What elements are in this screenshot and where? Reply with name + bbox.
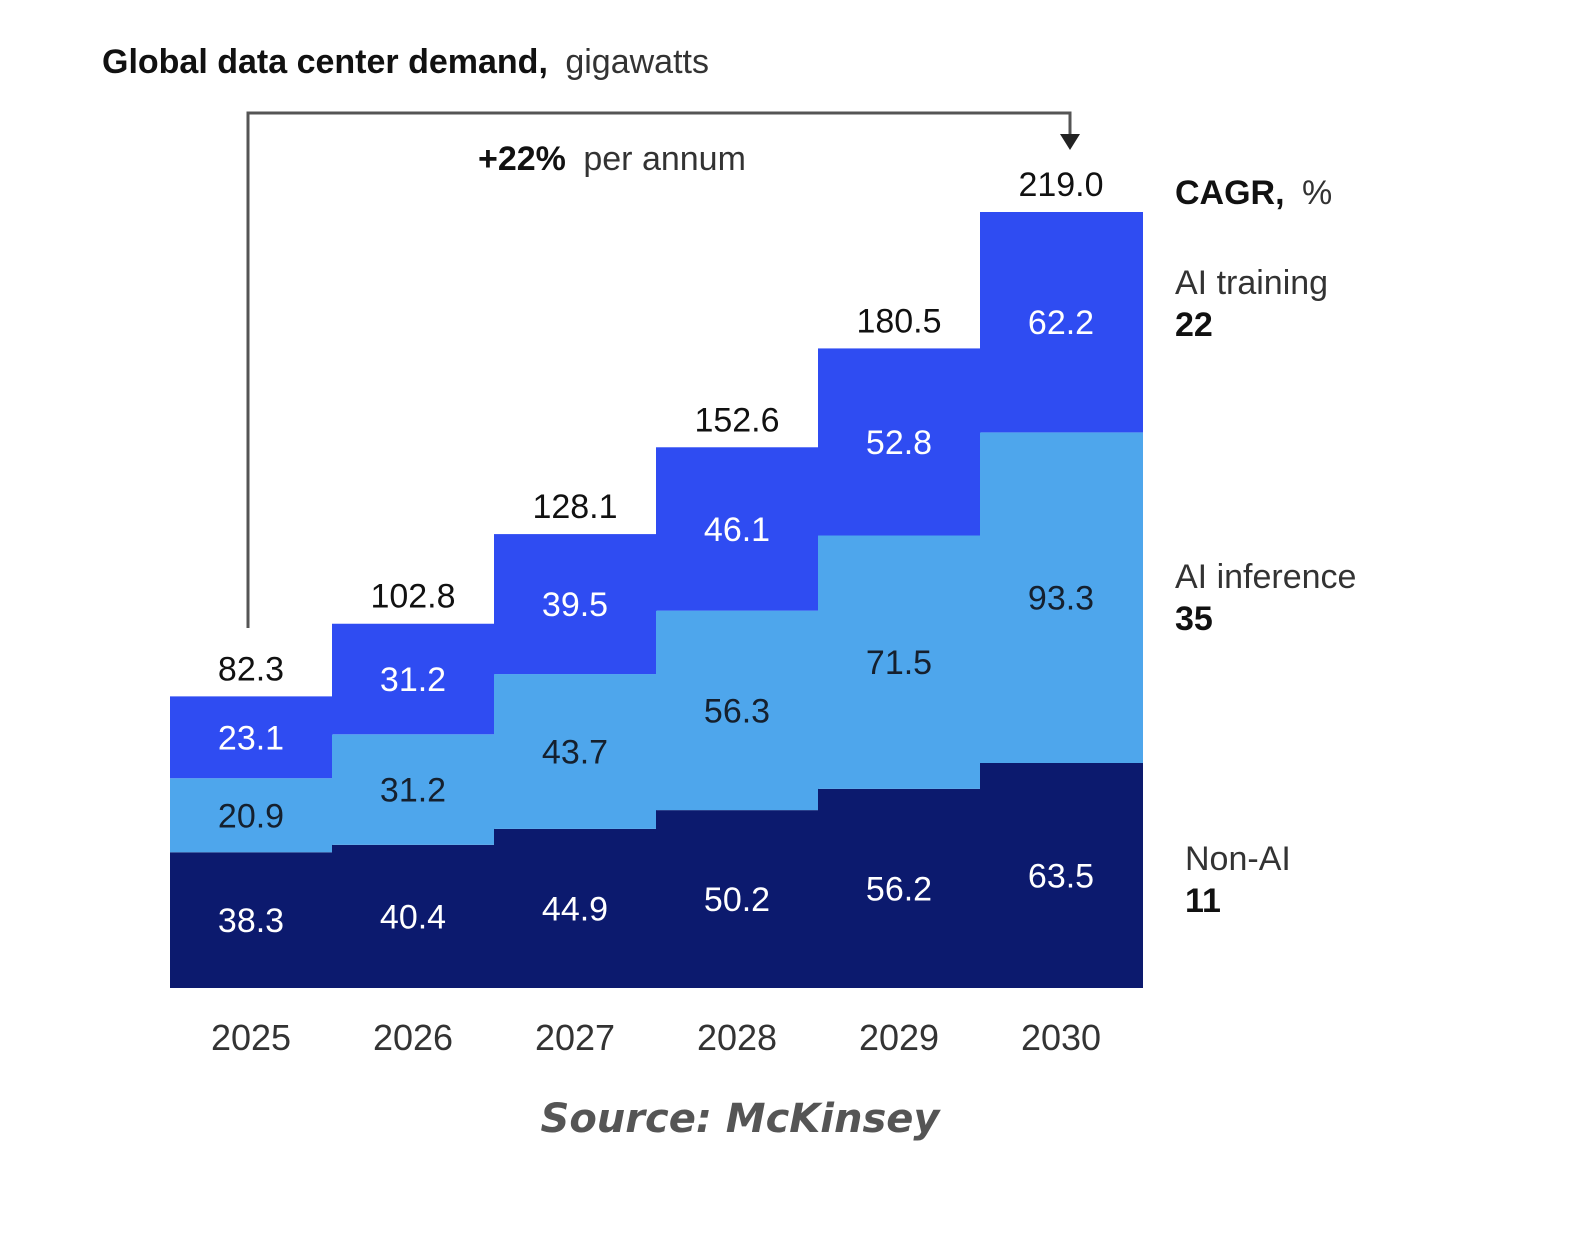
bar-segment-ai-inference-2027 [494,674,657,829]
total-label-2027: 128.1 [532,488,617,526]
data-label-ai-inference-2029: 71.5 [866,644,932,682]
data-label-non-ai-2026: 40.4 [380,898,446,936]
bar-segment-ai-training-2027 [494,534,657,675]
growth-annotation-rest: per annum [583,140,746,178]
growth-bracket-line [246,111,1072,628]
total-label-2026: 102.8 [370,578,455,616]
total-label-2028: 152.6 [694,401,779,439]
bar-segment-non-ai-2028 [656,810,819,988]
x-tick-label-2030: 2030 [1021,1017,1101,1058]
bars-group [170,212,1143,988]
x-tick-label-2029: 2029 [859,1017,939,1058]
bar-segment-ai-training-2028 [656,447,819,611]
x-axis-tick-labels: 2025 2026 2027 2028 2029 2030 [211,1017,1101,1058]
chart-title-bold: Global data center demand, [102,43,548,81]
data-label-non-ai-2025: 38.3 [218,902,284,940]
bar-segment-ai-inference-2025 [170,778,333,853]
data-label-ai-inference-2028: 56.3 [704,692,770,730]
data-label-non-ai-2029: 56.2 [866,870,932,908]
growth-arrow-head-icon [1060,134,1080,150]
data-label-non-ai-2030: 63.5 [1028,857,1094,895]
legend-name-ai-inference: AI inference [1175,558,1356,596]
x-tick-label-2025: 2025 [211,1017,291,1058]
bar-segment-ai-inference-2026 [332,734,495,845]
segment-labels-group: 38.3 20.9 23.1 40.4 31.2 31.2 44.9 43.7 39.5 50.2… [218,304,1094,940]
data-label-ai-inference-2025: 20.9 [218,797,284,835]
data-label-non-ai-2028: 50.2 [704,881,770,919]
data-label-ai-training-2030: 62.2 [1028,304,1094,342]
growth-annotation-bold: +22% [478,140,566,178]
x-tick-label-2026: 2026 [373,1017,453,1058]
bar-segment-non-ai-2030 [980,762,1143,988]
total-label-2030: 219.0 [1018,166,1103,204]
bar-segment-ai-training-2026 [332,623,495,735]
x-tick-label-2027: 2027 [535,1017,615,1058]
total-label-2029: 180.5 [856,302,941,340]
data-label-ai-inference-2030: 93.3 [1028,580,1094,618]
cagr-header: CAGR, % [1175,174,1332,212]
data-label-ai-inference-2026: 31.2 [380,772,446,810]
chart-title: Global data center demand, gigawatts [102,43,709,81]
growth-annotation: +22% per annum [478,140,746,178]
source-note: Source: McKinsey [541,1096,942,1142]
legend-cagr-non-ai: 11 [1185,882,1221,920]
bar-segment-ai-training-2030 [980,212,1143,433]
bar-segment-ai-training-2025 [170,696,333,779]
bar-segment-non-ai-2027 [494,828,657,988]
bar-segment-non-ai-2026 [332,844,495,988]
data-label-ai-training-2027: 39.5 [542,586,608,624]
legend-cagr-ai-training: 22 [1175,306,1213,344]
data-label-ai-training-2026: 31.2 [380,661,446,699]
bar-segment-non-ai-2025 [170,852,333,988]
data-label-non-ai-2027: 44.9 [542,890,608,928]
legend-name-ai-training: AI training [1175,264,1328,302]
x-tick-label-2028: 2028 [697,1017,777,1058]
data-label-ai-training-2029: 52.8 [866,424,932,462]
data-label-ai-training-2028: 46.1 [704,511,770,549]
chart-title-unit: gigawatts [565,43,709,81]
bar-segment-non-ai-2029 [818,788,981,988]
legend: AI training 22 AI inference 35 Non-AI 11 [1175,264,1356,920]
bar-segment-ai-training-2029 [818,348,981,536]
growth-bracket [246,111,1080,628]
totals-group: 82.3 102.8 128.1 152.6 180.5 219.0 [218,166,1104,688]
bar-segment-ai-inference-2028 [656,610,819,811]
bar-segment-ai-inference-2029 [818,535,981,789]
bar-segment-ai-inference-2030 [980,432,1143,763]
cagr-header-bold: CAGR, [1175,174,1285,212]
cagr-header-unit: % [1302,174,1332,212]
legend-name-non-ai: Non-AI [1185,840,1291,878]
data-label-ai-training-2025: 23.1 [218,719,284,757]
legend-cagr-ai-inference: 35 [1175,600,1213,638]
total-label-2025: 82.3 [218,650,284,688]
data-label-ai-inference-2027: 43.7 [542,733,608,771]
